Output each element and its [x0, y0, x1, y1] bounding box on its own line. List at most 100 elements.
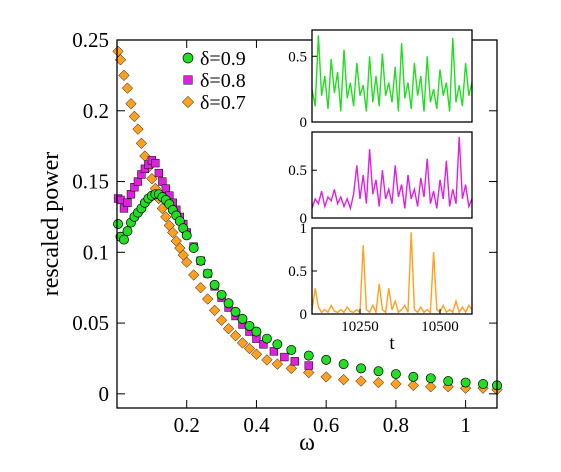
- inset-middle: 00.5: [288, 131, 473, 227]
- data-point: [243, 342, 256, 355]
- data-point: [425, 373, 436, 384]
- data-point: [135, 137, 148, 149]
- inset-x-tick-label: 10250: [341, 319, 379, 335]
- data-point: [303, 366, 315, 379]
- main-plot: 0.2 0.4 0.6 0.8 100.050.10.150.20.25ωrescale…: [38, 28, 503, 456]
- data-point: [151, 158, 160, 168]
- data-point: [116, 195, 125, 205]
- data-point: [215, 314, 228, 326]
- data-point: [181, 230, 192, 241]
- data-point: [303, 350, 314, 361]
- legend-label: δ=0.7: [200, 92, 246, 114]
- data-point: [125, 98, 137, 110]
- inset-top: 00.5: [288, 29, 473, 131]
- data-point: [407, 379, 419, 391]
- legend: δ=0.9δ=0.8δ=0.7: [181, 48, 246, 114]
- data-point: [261, 354, 273, 366]
- data-point: [338, 359, 349, 370]
- time-series-line: [311, 232, 473, 315]
- x-tick-label: 0.8: [383, 413, 409, 437]
- data-point: [290, 357, 299, 366]
- inset-y-tick-label: 1: [300, 221, 308, 237]
- legend-label: δ=0.8: [200, 70, 246, 92]
- data-point: [408, 371, 419, 382]
- data-point: [195, 255, 206, 266]
- y-tick-label: 0.05: [72, 311, 109, 335]
- data-point: [230, 306, 241, 317]
- series-circle: [113, 189, 502, 391]
- data-point: [229, 330, 242, 342]
- data-point: [118, 69, 130, 82]
- data-point: [216, 289, 227, 300]
- data-point: [251, 326, 262, 337]
- data-point: [236, 337, 249, 349]
- inset-y-tick-label: 0: [300, 307, 308, 323]
- inset-background: [312, 228, 472, 314]
- data-point: [355, 375, 367, 387]
- data-point: [123, 198, 132, 207]
- data-point: [181, 256, 193, 268]
- plot-frame: [116, 39, 498, 409]
- data-point: [195, 282, 207, 294]
- y-axis-label: rescaled power: [38, 152, 64, 297]
- data-point: [443, 376, 454, 387]
- legend-marker: [181, 95, 195, 109]
- y-tick-label: 0.1: [83, 240, 109, 264]
- data-point: [271, 358, 284, 370]
- data-point: [337, 374, 350, 386]
- data-point: [280, 352, 289, 362]
- inset-y-tick-label: 0: [300, 115, 308, 131]
- data-point: [237, 313, 248, 324]
- data-point: [160, 211, 172, 223]
- data-point: [132, 123, 144, 135]
- data-point: [372, 376, 385, 389]
- inset-frame: [311, 29, 473, 123]
- y-tick-label: 0: [99, 382, 110, 406]
- data-point: [286, 345, 297, 355]
- data-point: [425, 381, 437, 393]
- data-point: [373, 366, 384, 377]
- data-point: [167, 226, 179, 239]
- data-point: [285, 362, 297, 375]
- data-point: [320, 371, 332, 383]
- data-point: [356, 363, 366, 374]
- inset-background: [312, 30, 472, 122]
- data-point: [161, 184, 170, 193]
- data-point: [261, 333, 272, 344]
- data-point: [390, 369, 401, 379]
- x-tick-label: 1: [460, 413, 471, 437]
- y-tick-label: 0.2: [83, 99, 109, 123]
- inset-y-tick-label: 0.5: [288, 49, 307, 65]
- data-point: [460, 377, 471, 388]
- data-point: [126, 190, 136, 199]
- data-point: [208, 304, 221, 316]
- data-point: [272, 339, 283, 350]
- legend-marker: [183, 75, 193, 85]
- time-series-line: [311, 136, 473, 211]
- data-point: [121, 82, 134, 94]
- inset-frame: [311, 131, 473, 219]
- inset-y-tick-label: 0: [300, 211, 308, 227]
- data-point: [154, 168, 163, 178]
- data-point: [202, 268, 213, 279]
- series-square: [113, 156, 313, 370]
- data-point: [119, 234, 129, 245]
- time-series-line: [311, 35, 473, 112]
- data-point: [223, 298, 234, 309]
- inset-x-tick-label: 10500: [421, 319, 459, 335]
- data-point: [304, 361, 313, 370]
- data-point: [158, 177, 167, 186]
- legend-marker: [182, 52, 194, 64]
- data-point: [112, 45, 124, 57]
- inset-y-tick-label: 0.5: [288, 163, 307, 179]
- data-point: [122, 226, 133, 237]
- legend-label: δ=0.9: [200, 48, 246, 70]
- data-point: [390, 378, 402, 390]
- data-point: [201, 293, 214, 305]
- data-point: [113, 219, 123, 229]
- data-point: [478, 378, 489, 389]
- data-point: [250, 348, 263, 360]
- data-point: [128, 110, 141, 123]
- x-tick-label: 0.6: [313, 413, 339, 437]
- y-tick-label: 0.15: [72, 170, 109, 194]
